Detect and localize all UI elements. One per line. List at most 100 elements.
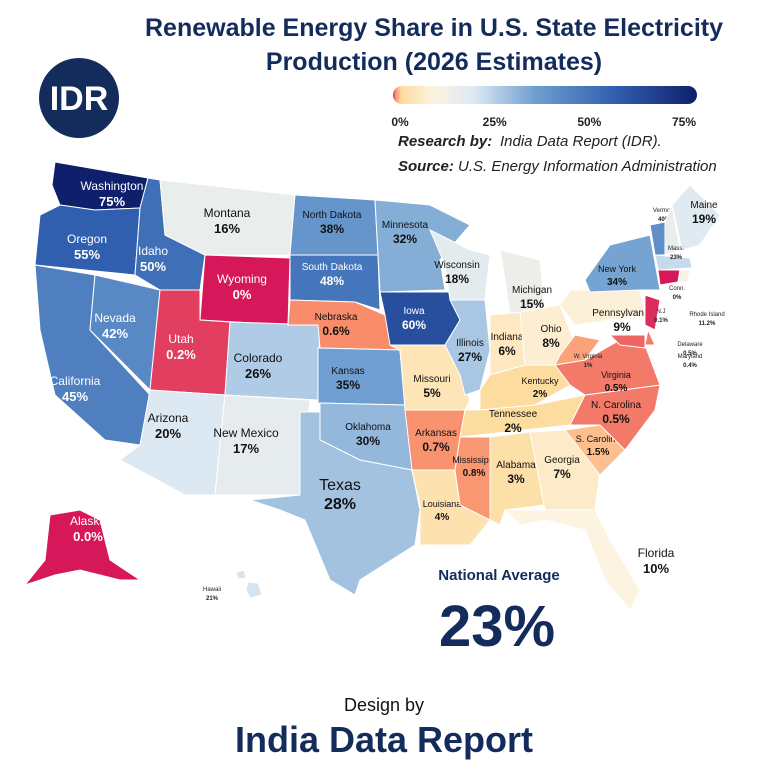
state — [654, 254, 693, 271]
state-name: Oklahoma — [345, 422, 391, 433]
logo-circle — [39, 58, 119, 138]
state-value: 18% — [445, 272, 469, 286]
state-name: Colorado — [234, 351, 283, 365]
state-value: 23% — [670, 255, 683, 261]
state-name: New York — [598, 264, 637, 274]
state-value: 32% — [393, 232, 417, 246]
state-value: 2% — [533, 389, 548, 400]
state-name: Indiana — [491, 332, 524, 343]
state-name: Alaska — [70, 514, 106, 528]
state-value: 7% — [553, 467, 571, 481]
state-value: 40% — [658, 217, 671, 223]
state-name: Arizona — [148, 411, 189, 425]
footer-brand: India Data Report — [235, 719, 533, 760]
state-name: Wyoming — [217, 272, 267, 286]
state — [644, 294, 661, 331]
state-value: 0.4% — [683, 363, 697, 369]
state-value: 0.1% — [654, 318, 668, 324]
state-value: 28% — [324, 496, 356, 513]
state-name: W. Virginia — [574, 354, 603, 360]
state-value: 38% — [320, 222, 344, 236]
state-value: 45% — [62, 389, 88, 404]
state-name: Kansas — [331, 366, 364, 377]
logo: IDR — [50, 80, 109, 118]
state-value: 0.6% — [322, 324, 350, 338]
state — [559, 289, 646, 326]
state-value: 4% — [435, 512, 450, 523]
state — [657, 269, 681, 286]
state-name: Missouri — [413, 374, 450, 385]
state-value: 0.5% — [683, 351, 697, 357]
state-name: Mass. — [668, 246, 684, 252]
research-label: Research by: — [398, 133, 492, 150]
title: Production (2026 Estimates) — [266, 48, 602, 76]
state-name: Florida — [638, 546, 675, 560]
state-name: Ohio — [540, 324, 562, 335]
state-name: Oregon — [67, 232, 107, 246]
state-value: 11.2% — [699, 321, 716, 327]
state — [23, 509, 142, 587]
state-name: Kentucky — [521, 376, 559, 386]
state-name: Virginia — [601, 370, 631, 380]
state-name: Maryland — [678, 354, 703, 360]
state-value: 0.0% — [73, 529, 103, 544]
state-value: 0% — [233, 287, 252, 302]
state-value: 30% — [356, 434, 380, 448]
state — [644, 328, 656, 346]
state — [249, 411, 421, 596]
state-value: 34% — [607, 277, 627, 288]
colorbar-tick-label: 0% — [391, 115, 409, 129]
state-value: 0.5% — [605, 383, 628, 394]
state — [554, 339, 661, 396]
footer-line: Design by — [344, 695, 424, 715]
state-value: 0.8% — [463, 468, 486, 479]
state — [159, 179, 296, 256]
state-name: Tennessee — [489, 409, 538, 420]
state-name: Conn. — [669, 286, 685, 292]
state-value: 20% — [155, 426, 181, 441]
state-name: Pennsylvania — [592, 308, 652, 319]
state-value: 0% — [673, 295, 682, 301]
colorbar-tick-label: 25% — [483, 115, 507, 129]
state-name: Nevada — [94, 311, 136, 325]
state — [554, 334, 601, 366]
state-name: Nebraska — [315, 312, 358, 323]
state-value: 3% — [507, 472, 525, 486]
state-value: 35% — [336, 378, 360, 392]
state-name: Montana — [204, 206, 251, 220]
colorbar-tick-label: 50% — [577, 115, 601, 129]
colorbar-tick-label: 75% — [672, 115, 696, 129]
state-value: 0.7% — [422, 440, 450, 454]
state-name: South Dakota — [302, 262, 363, 273]
state-value: 21% — [206, 596, 219, 602]
state-value: 0.2% — [166, 347, 196, 362]
state — [503, 509, 641, 611]
state-name: Georgia — [544, 455, 580, 466]
state-value: 16% — [214, 221, 240, 236]
state-value: 15% — [520, 297, 544, 311]
state-value: 6% — [498, 344, 516, 358]
state-name: Vermont — [653, 208, 676, 214]
state-name: Iowa — [403, 306, 425, 317]
state-name: North Dakota — [303, 210, 362, 221]
state-value: 2% — [504, 421, 522, 435]
state-value: 42% — [102, 326, 128, 341]
state-name: Maine — [690, 200, 718, 211]
state-name: Wisconsin — [434, 260, 480, 271]
state-name: Washington — [81, 179, 144, 193]
state-name: Delaware — [677, 342, 703, 348]
state — [444, 299, 491, 396]
state-name: S. Carolina — [576, 434, 621, 444]
state-value: 55% — [74, 247, 100, 262]
state — [289, 254, 381, 311]
state — [454, 436, 491, 521]
state-name: Texas — [319, 477, 361, 494]
colorbar — [393, 86, 697, 104]
state — [584, 234, 661, 293]
state-value: 60% — [402, 318, 426, 332]
state-value: 19% — [692, 212, 716, 226]
state-value: 9% — [613, 320, 631, 334]
state-name: California — [50, 374, 101, 388]
